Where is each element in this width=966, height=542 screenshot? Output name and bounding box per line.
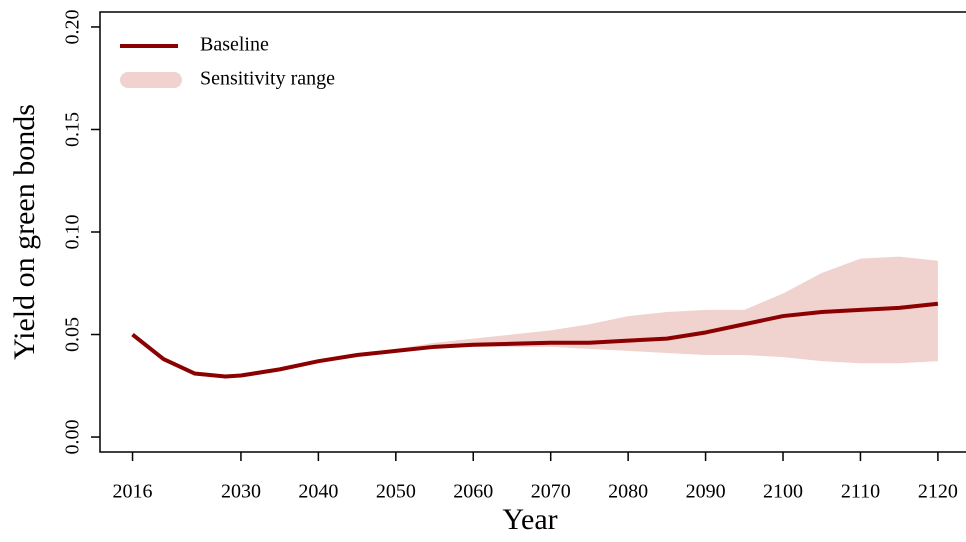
x-tick-label: 2070 xyxy=(531,481,571,503)
x-tick-label: 2090 xyxy=(686,481,726,503)
y-tick-label: 0.10 xyxy=(62,215,84,250)
x-tick-label: 2060 xyxy=(453,481,493,503)
x-tick-label: 2120 xyxy=(918,481,958,503)
x-tick-label: 2100 xyxy=(763,481,803,503)
x-tick-label: 2040 xyxy=(298,481,338,503)
y-tick-label: 0.05 xyxy=(62,317,84,352)
y-axis-label: Yield on green bonds xyxy=(8,104,41,360)
x-tick-label: 2030 xyxy=(221,481,261,503)
sensitivity-band xyxy=(357,256,938,364)
x-tick-label: 2050 xyxy=(376,481,416,503)
y-tick-label: 0.00 xyxy=(62,420,84,455)
legend-label: Baseline xyxy=(200,34,269,56)
x-tick-label: 2080 xyxy=(608,481,648,503)
x-axis-label: Year xyxy=(502,503,557,536)
y-tick-label: 0.20 xyxy=(62,9,84,44)
x-tick-label: 2110 xyxy=(841,481,880,503)
baseline-line xyxy=(131,301,939,379)
legend-label: Sensitivity range xyxy=(200,68,335,90)
y-tick-label: 0.15 xyxy=(62,112,84,147)
legend-band xyxy=(120,72,182,88)
x-tick-label: 2016 xyxy=(113,481,153,503)
